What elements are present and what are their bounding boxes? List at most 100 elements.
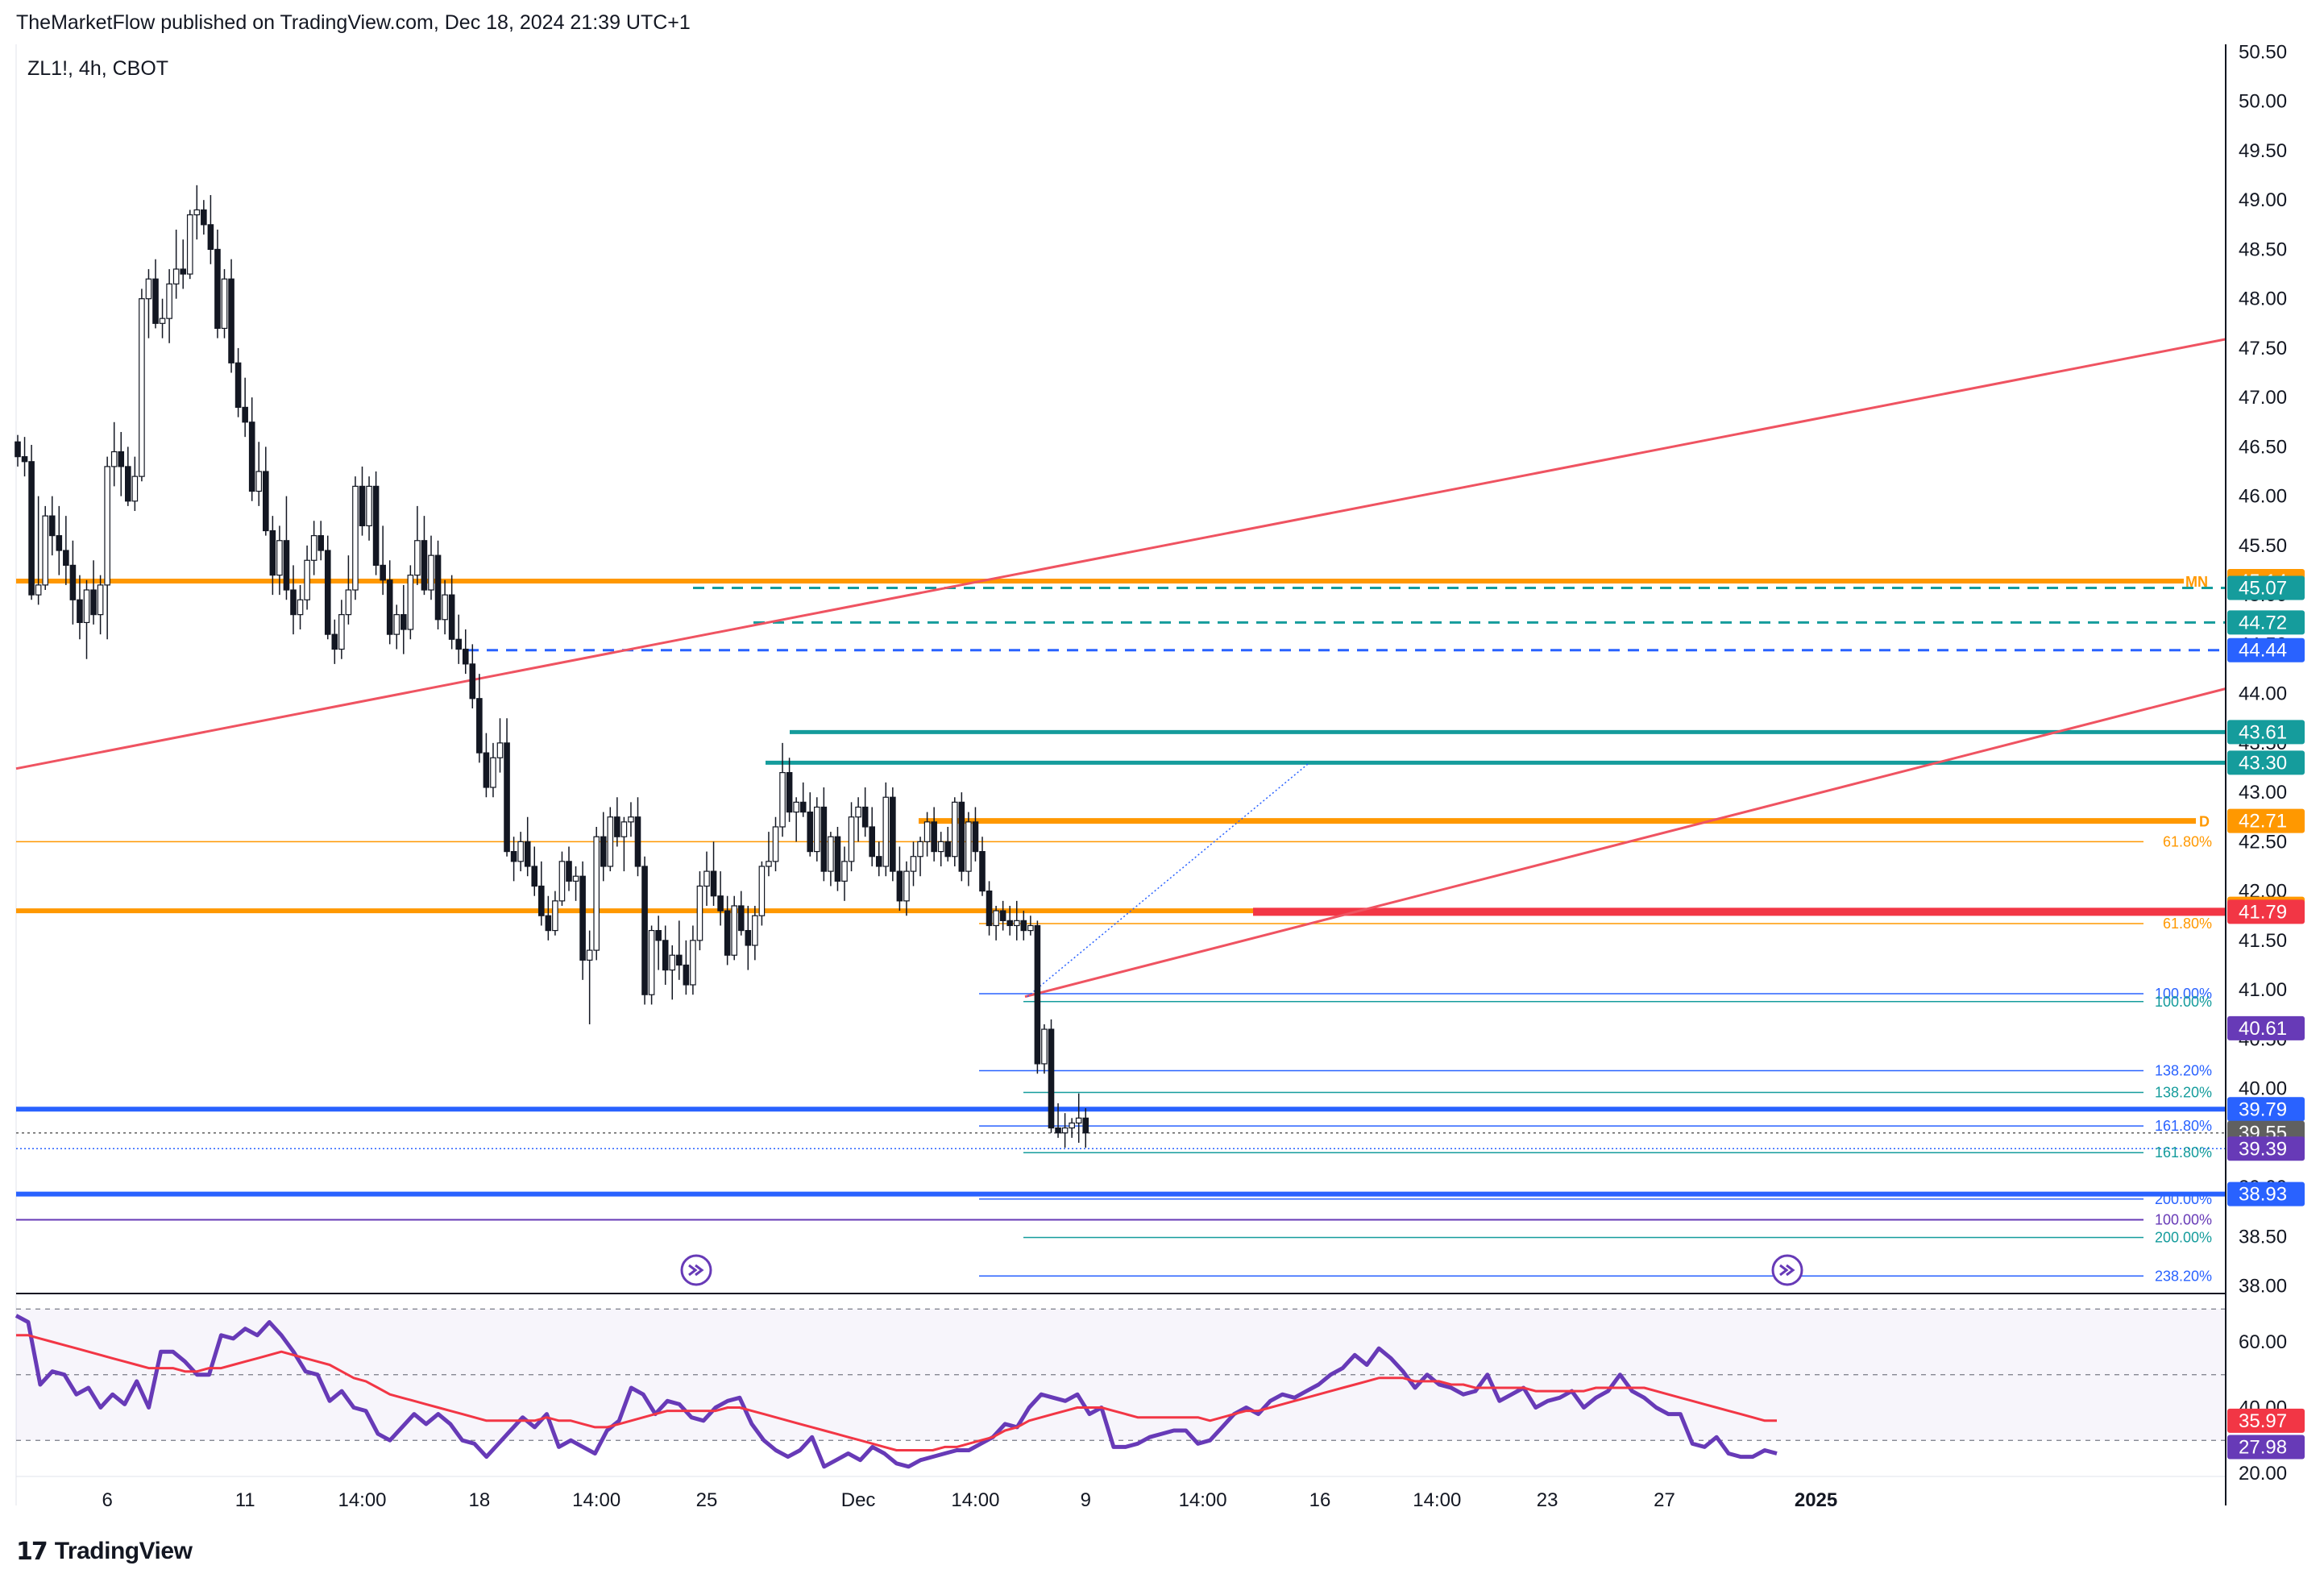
candle — [1027, 916, 1034, 936]
price-tick: 40.00 — [2239, 1078, 2287, 1100]
candle — [421, 516, 428, 596]
candle — [999, 900, 1006, 931]
price-tag-label: 44.44 — [2239, 640, 2287, 662]
symbol-label: ZL1!, 4h, CBOT — [27, 57, 168, 80]
candle-body-down — [400, 614, 407, 630]
candle — [448, 575, 455, 650]
tradingview-logo-icon: 17 — [16, 1537, 48, 1566]
price-tick: 48.50 — [2239, 239, 2287, 260]
price-tick: 46.00 — [2239, 486, 2287, 508]
price-tag-bg — [2227, 750, 2305, 775]
candle — [828, 832, 834, 887]
time-axis[interactable]: 6 11 14:00 18 14:00 25 Dec 14:00 9 14:00 16 14:00 23… — [102, 1489, 1837, 1511]
candle-body-up — [923, 821, 931, 842]
candles — [15, 185, 1089, 1148]
candle-body-down — [28, 461, 35, 596]
candle-body-down — [958, 801, 965, 872]
forward-icon-right[interactable] — [1771, 1254, 1803, 1286]
price-tag: 45.07 — [2227, 575, 2305, 600]
candle — [841, 846, 848, 901]
candle-body-down — [118, 451, 125, 467]
candle-body-down — [455, 638, 463, 650]
price-tag: 43.61 — [2227, 720, 2305, 745]
candle-body-down — [207, 224, 214, 251]
candle — [276, 525, 283, 596]
candle — [1082, 1108, 1089, 1148]
candle — [951, 797, 958, 866]
candle — [655, 916, 662, 970]
candle-body-down — [807, 812, 814, 853]
candle — [552, 891, 558, 936]
candle — [104, 456, 110, 640]
rsi-tag: 35.97 — [2227, 1408, 2305, 1433]
candle — [221, 268, 228, 338]
candle — [35, 496, 42, 605]
candle-body-down — [524, 841, 531, 867]
price-tag: 43.30 — [2227, 750, 2305, 775]
candle-body-up — [572, 875, 579, 882]
candle — [799, 782, 807, 817]
candle-body-up — [166, 283, 172, 319]
candle-body-down — [476, 698, 483, 754]
candle-body-up — [97, 584, 104, 616]
candle-body-down — [380, 564, 386, 581]
tradingview-logo[interactable]: 17 TradingView — [16, 1535, 193, 1568]
candle — [297, 584, 304, 630]
line-tag: D — [2199, 814, 2210, 830]
time-tick: 18 — [468, 1489, 490, 1511]
candle-body-down — [290, 589, 297, 616]
time-tick: 2025 — [1795, 1489, 1837, 1511]
candle-body-down — [242, 406, 248, 423]
candle-body-up — [352, 485, 359, 591]
candle — [717, 871, 724, 926]
price-tag-bg — [2227, 637, 2305, 662]
price-tag-bg — [2227, 899, 2305, 924]
candle — [407, 565, 414, 640]
candle — [331, 619, 338, 664]
fib-label: 61.80% — [2163, 833, 2212, 849]
forward-icon-left[interactable] — [680, 1254, 712, 1286]
candle — [537, 861, 545, 926]
candle-body-up — [186, 214, 193, 275]
rsi-tag-bg — [2227, 1408, 2305, 1433]
candle-body-down — [21, 456, 28, 463]
candle-body-up — [586, 949, 593, 961]
price-tag-label: 44.72 — [2239, 612, 2287, 633]
candle — [393, 604, 400, 650]
candle-body-down — [745, 929, 752, 946]
candle — [248, 397, 255, 501]
candle — [662, 925, 669, 985]
fib-label: 100.00% — [2155, 1211, 2212, 1227]
candle-body-down — [890, 796, 896, 872]
rsi-tick: 20.00 — [2239, 1463, 2287, 1485]
candle-body-up — [1013, 920, 1020, 927]
candle-body-down — [931, 821, 937, 853]
candle-body-up — [1069, 1122, 1075, 1129]
candle-body-up — [648, 929, 655, 995]
candle — [917, 837, 923, 877]
price-tag-bg — [2227, 720, 2305, 745]
candle — [414, 505, 421, 585]
candle — [572, 866, 579, 901]
candle — [579, 861, 586, 980]
price-tick: 50.00 — [2239, 91, 2287, 113]
candle — [979, 837, 986, 896]
candle-body-down — [972, 821, 979, 853]
candle-body-up — [490, 757, 496, 788]
candle — [993, 905, 999, 941]
candle-body-down — [634, 816, 641, 867]
candle-body-up — [882, 796, 890, 867]
price-tag-label: 38.93 — [2239, 1184, 2287, 1206]
candle — [366, 476, 372, 541]
main-pane[interactable]: 61.80%61.80%100.00%100.00%138.20%138.20%… — [15, 44, 2226, 1505]
candle — [683, 940, 690, 995]
time-tick: 14:00 — [1413, 1489, 1461, 1511]
candle — [455, 614, 463, 664]
candle-body-down — [820, 806, 828, 872]
candle-body-down — [641, 866, 648, 995]
candle — [69, 540, 77, 625]
candle-body-down — [737, 905, 745, 932]
rsi-pane[interactable] — [15, 1308, 2226, 1469]
